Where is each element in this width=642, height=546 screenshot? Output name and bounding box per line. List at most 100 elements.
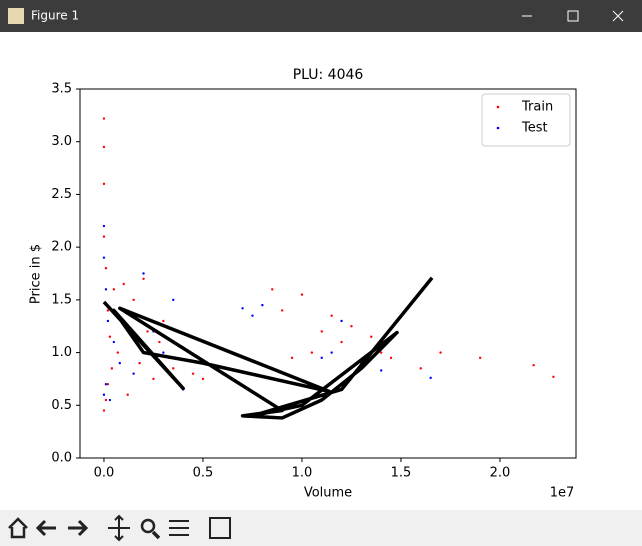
- scatter-point: [118, 361, 121, 365]
- title-bar: [0, 0, 642, 32]
- scatter-point: [142, 277, 145, 280]
- scatter-point: [112, 340, 116, 344]
- scatter-point: [379, 369, 383, 372]
- scatter-point: [102, 117, 106, 120]
- x-tick-label: 0.0: [94, 466, 115, 481]
- x-tick-label: 1.5: [391, 466, 412, 481]
- scatter-point: [104, 398, 108, 402]
- scatter-point: [106, 319, 110, 323]
- scatter-point: [201, 377, 205, 381]
- legend-box: [481, 93, 571, 147]
- scatter-point: [330, 351, 333, 354]
- scatter-point: [152, 377, 155, 381]
- save-button[interactable]: [209, 517, 231, 539]
- scatter-point: [106, 309, 110, 312]
- scatter-point: [110, 367, 114, 370]
- home-button[interactable]: [8, 517, 28, 539]
- scatter-point: [108, 398, 112, 402]
- scatter-point: [320, 356, 323, 360]
- scatter-point: [102, 235, 106, 238]
- scatter-point: [162, 319, 165, 323]
- x-tick-label: 1.0: [292, 466, 313, 481]
- y-tick-label: 0.5: [51, 398, 72, 413]
- pan-button[interactable]: [108, 514, 130, 542]
- scatter-point: [158, 340, 161, 344]
- y-tick-label: 2.5: [51, 187, 72, 202]
- scatter-point: [102, 409, 106, 412]
- scatter-point: [126, 393, 129, 396]
- scatter-point: [106, 383, 110, 386]
- forward-button[interactable]: [68, 519, 89, 537]
- legend-label: Test: [521, 121, 548, 136]
- scatter-point: [104, 288, 108, 291]
- scatter-point: [290, 356, 294, 360]
- window-title: Figure 1: [31, 9, 79, 23]
- scatter-point: [116, 351, 120, 354]
- scatter-point: [138, 361, 141, 365]
- scatter-point: [112, 288, 116, 291]
- scatter-point: [379, 351, 383, 354]
- scatter-point: [102, 224, 106, 228]
- scatter-point: [104, 383, 108, 386]
- scatter-point: [350, 325, 353, 328]
- y-tick-label: 1.0: [51, 345, 72, 360]
- zoom-lens: [140, 518, 156, 534]
- close-button[interactable]: [612, 10, 624, 22]
- scatter-point: [370, 335, 373, 338]
- x-tick-label: 0.5: [193, 466, 214, 481]
- y-axis-label: Price in $: [29, 244, 44, 304]
- x-offset-label: 1e7: [550, 486, 575, 501]
- scatter-point: [439, 351, 442, 354]
- x-axis-label: Volume: [304, 486, 352, 501]
- scatter-point: [162, 351, 165, 354]
- toolbar-buttons: [8, 514, 231, 542]
- scatter-point: [310, 351, 314, 354]
- plot-area: [102, 117, 555, 420]
- scatter-point: [251, 314, 254, 317]
- scatter-point: [172, 298, 175, 302]
- y-tick-label: 1.5: [51, 292, 72, 307]
- configure-button[interactable]: [169, 520, 189, 536]
- scatter-point: [300, 293, 304, 296]
- zoom-button[interactable]: [151, 530, 161, 540]
- scatter-point: [280, 309, 284, 312]
- scatter-point: [108, 335, 112, 338]
- scatter-point: [320, 330, 323, 333]
- toolbar: [0, 510, 642, 546]
- scatter-point: [552, 375, 555, 379]
- y-tick-label: 3.0: [51, 134, 72, 149]
- back-button[interactable]: [35, 519, 56, 537]
- scatter-point: [102, 182, 106, 186]
- scatter-point: [340, 319, 343, 323]
- scatter-point: [172, 367, 175, 370]
- scatter-point: [102, 256, 106, 259]
- y-tick-label: 0.0: [51, 451, 72, 466]
- chart-title: PLU: 4046: [293, 67, 364, 83]
- scatter-point: [102, 145, 106, 149]
- scatter-point: [419, 367, 422, 370]
- scatter-point: [104, 267, 108, 270]
- scatter-point: [241, 307, 244, 310]
- scatter-point: [132, 298, 135, 302]
- scatter-point: [191, 372, 195, 375]
- maximize-button[interactable]: [567, 10, 579, 22]
- scatter-point: [122, 282, 125, 286]
- y-tick-label: 3.5: [51, 82, 72, 97]
- scatter-point: [429, 376, 432, 380]
- scatter-point: [132, 372, 135, 375]
- x-tick-label: 2.0: [490, 466, 511, 481]
- scatter-point: [261, 303, 264, 307]
- scatter-point: [532, 364, 535, 367]
- legend-marker: [496, 126, 500, 130]
- scatter-point: [146, 330, 149, 333]
- legend-label: Train: [521, 100, 553, 115]
- app-icon: [8, 8, 24, 24]
- plot-frame: [79, 88, 577, 459]
- y-tick-label: 2.0: [51, 240, 72, 255]
- scatter-point: [478, 356, 482, 360]
- scatter-point: [271, 288, 274, 291]
- scatter-point: [142, 272, 145, 275]
- scatter-point: [102, 393, 106, 396]
